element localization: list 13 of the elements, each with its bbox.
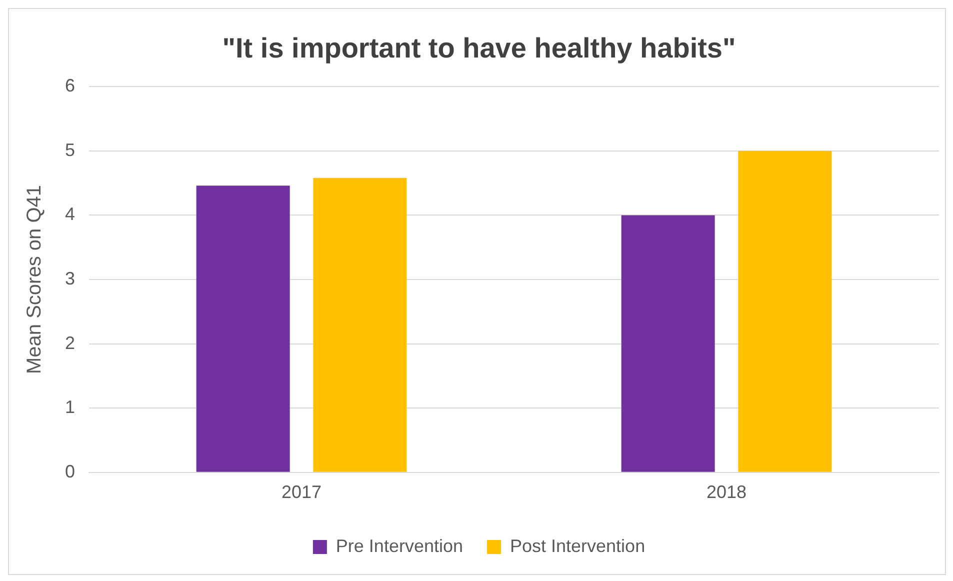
x-tick-label: 2017 [281, 482, 322, 502]
y-tick-label: 1 [64, 397, 76, 418]
y-tick-label: 0 [64, 461, 76, 482]
chart-title: "It is important to have healthy habits" [222, 32, 736, 64]
y-tick-label: 2 [64, 332, 76, 353]
y-tick-label: 5 [64, 140, 76, 160]
y-tick-label: 3 [64, 268, 76, 288]
legend-label: Pre Intervention [336, 536, 463, 556]
y-tick-label: 6 [64, 76, 76, 96]
y-tick-label: 4 [64, 204, 76, 224]
y-axis-title: Mean Scores on Q41 [24, 185, 46, 374]
legend-label: Post Intervention [510, 536, 646, 556]
x-tick-label: 2018 [706, 482, 747, 502]
